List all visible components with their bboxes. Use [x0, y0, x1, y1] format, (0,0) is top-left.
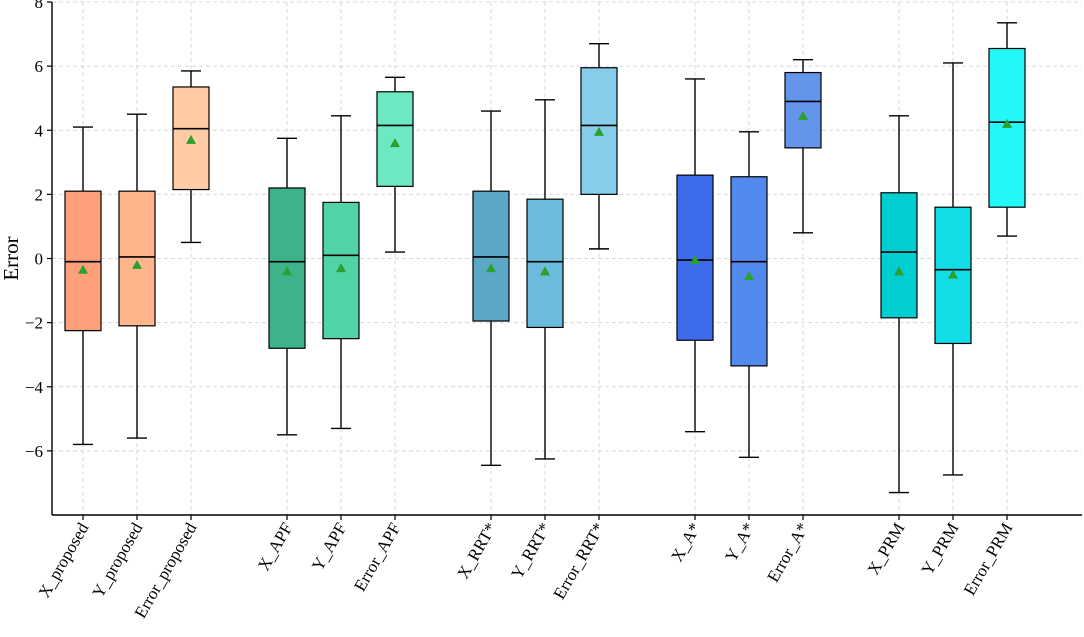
box-y-a- — [730, 131, 768, 458]
y-axis-label: Error — [0, 236, 23, 280]
box-layer — [64, 22, 1026, 494]
mean-marker — [486, 263, 496, 273]
box-x-rrt- — [472, 110, 510, 467]
box-y-prm — [934, 62, 972, 476]
box-x-a- — [676, 78, 714, 433]
box-iqr — [988, 47, 1026, 208]
box-x-prm — [880, 115, 918, 494]
x-tick-label: X_A* — [667, 520, 704, 565]
x-tick-label: Y_PRM — [918, 520, 963, 579]
box-iqr — [472, 190, 510, 322]
mean-marker — [336, 263, 346, 273]
x-tick-label: Y_APF — [308, 520, 350, 575]
x-tick-label: Error_RRT* — [550, 520, 609, 603]
mean-marker — [744, 271, 754, 281]
y-tick-label: 8 — [35, 0, 44, 12]
box-iqr — [322, 201, 360, 340]
box-error-prm — [988, 22, 1026, 237]
box-error-a- — [784, 59, 822, 234]
x-tick-label: X_proposed — [34, 519, 92, 601]
grid-layer — [52, 1, 1082, 515]
y-tick-label: 4 — [35, 121, 44, 140]
box-iqr — [880, 192, 918, 319]
x-tick-label: X_APF — [254, 520, 296, 575]
mean-marker — [540, 266, 550, 276]
box-y-rrt- — [526, 99, 564, 460]
x-tick-label: X_RRT* — [453, 520, 500, 583]
box-y-proposed — [118, 113, 156, 439]
box-x-proposed — [64, 126, 102, 446]
box-error-proposed — [172, 70, 210, 244]
x-tick-label: X_PRM — [864, 520, 909, 579]
x-tick-label: Y_RRT* — [507, 520, 554, 583]
x-tick-label: Error_PRM — [960, 520, 1017, 599]
mean-marker — [798, 110, 808, 120]
mean-marker — [390, 138, 400, 148]
box-iqr — [526, 198, 564, 329]
box-iqr — [118, 190, 156, 327]
mean-marker — [948, 269, 958, 279]
axis-layer — [47, 1, 1082, 520]
y-tick-label: 2 — [35, 185, 44, 204]
mean-marker — [1002, 118, 1012, 128]
x-tick-label: Y_proposed — [88, 519, 146, 601]
y-tick-label: −6 — [25, 442, 43, 461]
mean-marker — [894, 266, 904, 276]
box-error-rrt- — [580, 42, 618, 250]
box-iqr — [784, 71, 822, 149]
x-tick-label: Error_A* — [763, 520, 812, 586]
mean-marker — [594, 126, 604, 136]
mean-marker — [690, 255, 700, 265]
mean-marker — [78, 264, 88, 274]
y-tick-label: −2 — [25, 314, 43, 333]
mean-marker — [132, 259, 142, 269]
mean-marker — [186, 134, 196, 144]
box-y-apf — [322, 115, 360, 430]
box-x-apf — [268, 137, 306, 436]
y-tick-label: 0 — [35, 250, 44, 269]
y-tick-label: 6 — [35, 57, 44, 76]
mean-marker — [282, 266, 292, 276]
y-tick-label: −4 — [25, 378, 44, 397]
x-tick-label: Y_A* — [721, 520, 758, 565]
x-tick-label: Error_APF — [350, 520, 404, 595]
box-error-apf — [376, 76, 414, 253]
box-iqr — [64, 190, 102, 332]
